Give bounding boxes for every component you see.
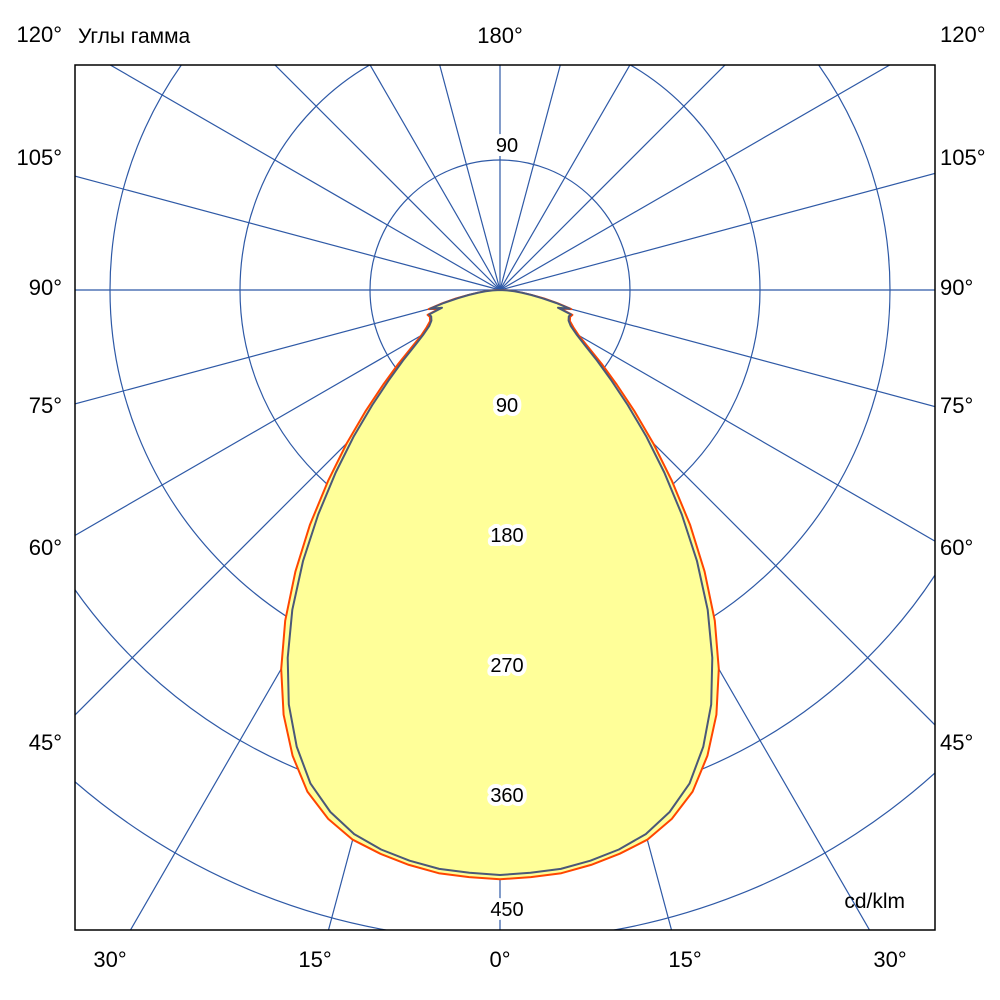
grid-ray [499, 65, 631, 291]
bottom-angle-label: 15° [668, 947, 701, 972]
grid-ray [369, 65, 501, 291]
grid-ray [499, 65, 726, 291]
right-angle-label: 60° [940, 535, 973, 560]
top-axis-label: 180° [477, 23, 523, 48]
grid-ray [499, 65, 561, 291]
plot-frame [74, 64, 936, 931]
radial-tick-label: 450 [490, 899, 523, 921]
grid-ray [75, 175, 501, 291]
bottom-angle-label: 30° [873, 947, 906, 972]
grid-ray [499, 172, 935, 291]
right-angle-label: 90° [940, 275, 973, 300]
right-angle-label: 105° [940, 145, 986, 170]
grid-ray [499, 289, 935, 408]
units-label: cd/klm [844, 890, 905, 913]
chart-title: Углы гамма [78, 25, 191, 48]
right-angle-label: 75° [940, 393, 973, 418]
left-angle-label: 45° [29, 730, 62, 755]
curve-c90-c270 [286, 289, 714, 876]
bottom-angle-label: 15° [298, 947, 331, 972]
left-angle-label: 120° [16, 22, 62, 47]
grid-ray [499, 289, 935, 542]
radial-tick-label: 270 [490, 655, 523, 677]
right-angle-label: 45° [940, 730, 973, 755]
grid-ray [75, 289, 501, 405]
intensity-curves [280, 289, 720, 881]
axis-labels: 120° 120° 105° 105° 90° 90° 75° 75° 60° 60° 45° 45°… [16, 22, 985, 972]
radial-tick-label: 180 [490, 525, 523, 547]
left-angle-label: 60° [29, 535, 62, 560]
radial-tick-label: 360 [490, 785, 523, 807]
grid-ray [439, 65, 501, 291]
radial-tick-label: 90 [496, 395, 518, 417]
left-angle-label: 90° [29, 275, 62, 300]
right-angle-label: 120° [940, 22, 986, 47]
grid-ray [499, 65, 891, 291]
left-angle-label: 75° [29, 393, 62, 418]
grid-ray [274, 65, 501, 291]
grid-ray [109, 65, 501, 291]
radial-tick-label: 90 [496, 135, 518, 157]
bottom-angle-label: 0° [489, 947, 510, 972]
grid-ray [75, 289, 501, 537]
bottom-angle-label: 30° [93, 947, 126, 972]
left-angle-label: 105° [16, 145, 62, 170]
